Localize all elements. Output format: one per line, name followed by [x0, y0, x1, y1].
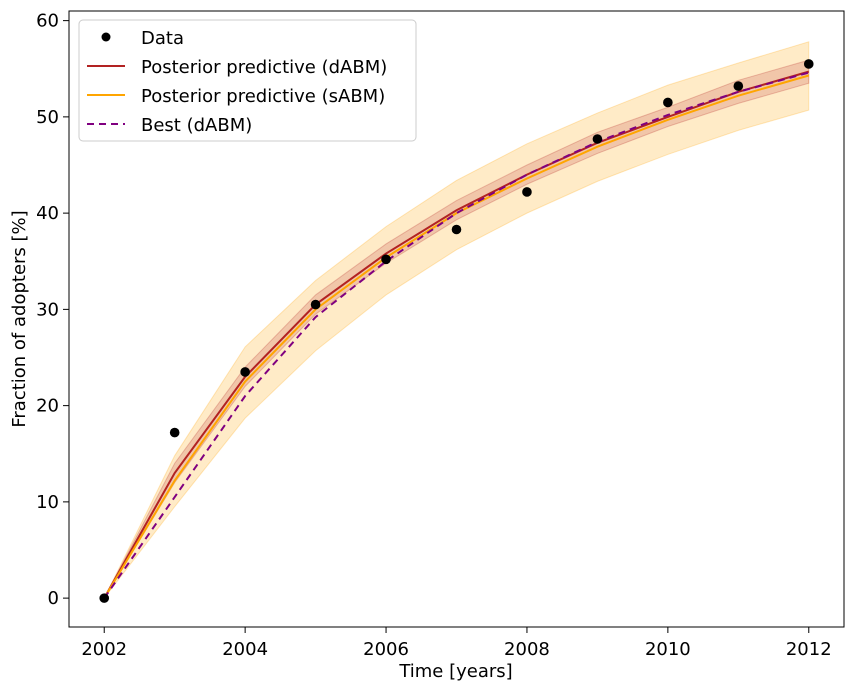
x-tick-label: 2010: [645, 639, 691, 660]
data-point: [169, 427, 180, 438]
y-axis-label: Fraction of adopters [%]: [9, 210, 30, 427]
data-points: [99, 59, 814, 603]
y-tick-label: 40: [36, 203, 59, 224]
legend-data-marker: [101, 32, 111, 42]
plot-frame: [68, 10, 845, 628]
legend-label-data: Data: [141, 28, 184, 49]
y-tick-label: 30: [36, 299, 59, 320]
legend: Data Posterior predictive (dABM) Posteri…: [78, 19, 417, 142]
sabm-line: [103, 74, 810, 599]
dabm-line: [103, 70, 810, 599]
y-axis-ticks: 0 10 20 30 40 50 60: [36, 11, 69, 609]
y-tick-label: 60: [36, 11, 59, 32]
data-point: [803, 59, 814, 69]
x-tick-label: 2008: [504, 639, 550, 660]
data-point: [310, 299, 321, 310]
x-axis-label: Time [years]: [398, 661, 512, 682]
x-tick-label: 2006: [363, 639, 409, 660]
legend-label-sabm: Posterior predictive (sABM): [141, 86, 385, 107]
best-dabm-line: [103, 71, 810, 599]
x-axis-ticks: 2002 2004 2006 2008 2010 2012: [81, 627, 832, 660]
data-point: [592, 134, 603, 144]
data-point: [522, 187, 532, 197]
x-tick-label: 2004: [222, 639, 268, 660]
data-point: [451, 224, 462, 235]
y-tick-label: 50: [36, 107, 59, 128]
legend-label-dabm: Posterior predictive (dABM): [141, 57, 387, 78]
y-tick-label: 10: [36, 492, 59, 513]
x-tick-label: 2002: [81, 639, 127, 660]
y-tick-label: 0: [48, 588, 59, 609]
data-point: [381, 254, 391, 265]
legend-label-best: Best (dABM): [141, 115, 252, 136]
series-lines: [103, 70, 810, 599]
data-point: [99, 593, 110, 603]
x-tick-label: 2012: [786, 639, 832, 660]
data-point: [240, 367, 250, 377]
legend-box: [78, 19, 417, 142]
y-tick-label: 20: [36, 396, 59, 417]
data-point: [663, 97, 673, 108]
data-point: [733, 81, 744, 91]
